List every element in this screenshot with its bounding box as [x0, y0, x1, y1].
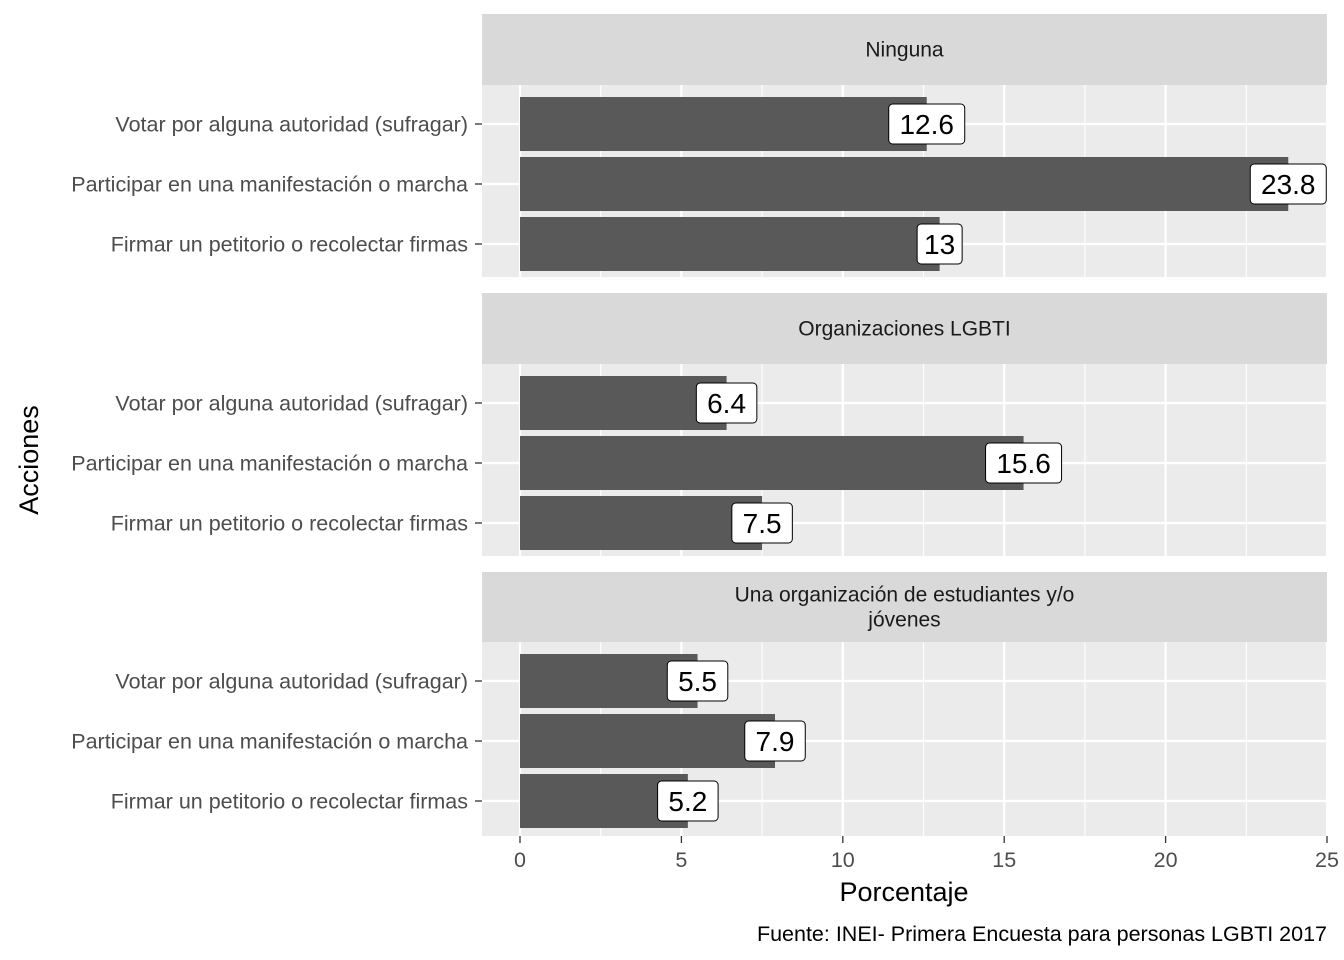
y-axis-title: Acciones [14, 405, 44, 515]
data-label-text: 7.5 [743, 508, 782, 539]
data-label: 5.5 [666, 660, 729, 702]
facet-strip [482, 14, 1327, 85]
bar [520, 97, 927, 151]
data-label-box [985, 442, 1063, 484]
data-label: 5.2 [657, 780, 719, 822]
data-label-box [731, 502, 793, 544]
facet-strip-label: Una organización de estudiantes y/o [735, 584, 1075, 607]
x-tick-label: 15 [992, 848, 1016, 872]
data-label-box [888, 103, 966, 145]
data-label: 23.8 [1249, 163, 1327, 205]
x-axis: 0 5 10 15 20 25 [514, 836, 1339, 872]
x-tick-label: 25 [1315, 848, 1339, 872]
data-label-text: 5.2 [668, 786, 707, 817]
data-label-text: 5.5 [678, 666, 717, 697]
data-label-text: 7.9 [756, 726, 795, 757]
facet-panel: Organizaciones LGBTI Votar por alguna aut… [71, 293, 1329, 556]
data-label-box [1249, 163, 1327, 205]
bar [520, 157, 1289, 211]
y-tick-label: Firmar un petitorio o recolectar firmas [111, 233, 468, 257]
data-label-text: 15.6 [996, 448, 1051, 479]
facet-strip [482, 572, 1327, 642]
data-label-box [695, 382, 758, 424]
facet-strip-label: Organizaciones LGBTI [798, 318, 1010, 341]
y-tick-label: Votar por alguna autoridad (sufragar) [115, 670, 468, 694]
data-label-text: 6.4 [707, 388, 746, 419]
data-label-text: 12.6 [899, 109, 954, 140]
x-tick-label: 20 [1154, 848, 1178, 872]
facet-strip-label: jóvenes [867, 609, 940, 632]
caption: Fuente: INEI- Primera Encuesta para pers… [757, 922, 1327, 946]
facet-strip-label: Ninguna [865, 39, 944, 62]
panels-layer: Ninguna Votar por alguna autoridad (sufra… [71, 14, 1329, 836]
data-label-box [916, 223, 963, 265]
bar [520, 436, 1024, 490]
x-tick-label: 10 [831, 848, 855, 872]
y-tick-label: Participar en una manifestación o marcha [71, 730, 468, 754]
facet-panel: Ninguna Votar por alguna autoridad (sufra… [71, 14, 1329, 277]
y-tick-label: Votar por alguna autoridad (sufragar) [115, 392, 468, 416]
data-label-box [657, 780, 719, 822]
data-label: 7.5 [731, 502, 793, 544]
data-label: 12.6 [888, 103, 966, 145]
bar [520, 217, 940, 271]
y-tick-label: Participar en una manifestación o marcha [71, 452, 468, 476]
y-tick-label: Participar en una manifestación o marcha [71, 173, 468, 197]
y-tick-label: Firmar un petitorio o recolectar firmas [111, 790, 468, 814]
data-label: 6.4 [695, 382, 758, 424]
x-axis-title: Porcentaje [839, 877, 968, 907]
data-label: 7.9 [744, 720, 806, 762]
facet-strip [482, 293, 1327, 364]
bar [520, 496, 763, 550]
y-tick-label: Votar por alguna autoridad (sufragar) [115, 113, 468, 137]
bar [520, 714, 776, 768]
data-label: 13 [916, 223, 963, 265]
x-tick-label: 5 [675, 848, 687, 872]
data-label-text: 13 [924, 229, 955, 260]
data-label-text: 23.8 [1261, 169, 1316, 200]
facet-panel: Una organización de estudiantes y/ojóven… [71, 572, 1329, 836]
y-tick-label: Firmar un petitorio o recolectar firmas [111, 512, 468, 536]
data-label: 15.6 [985, 442, 1063, 484]
data-label-box [666, 660, 729, 702]
x-tick-label: 0 [514, 848, 526, 872]
data-label-box [744, 720, 806, 762]
bar [520, 376, 727, 430]
